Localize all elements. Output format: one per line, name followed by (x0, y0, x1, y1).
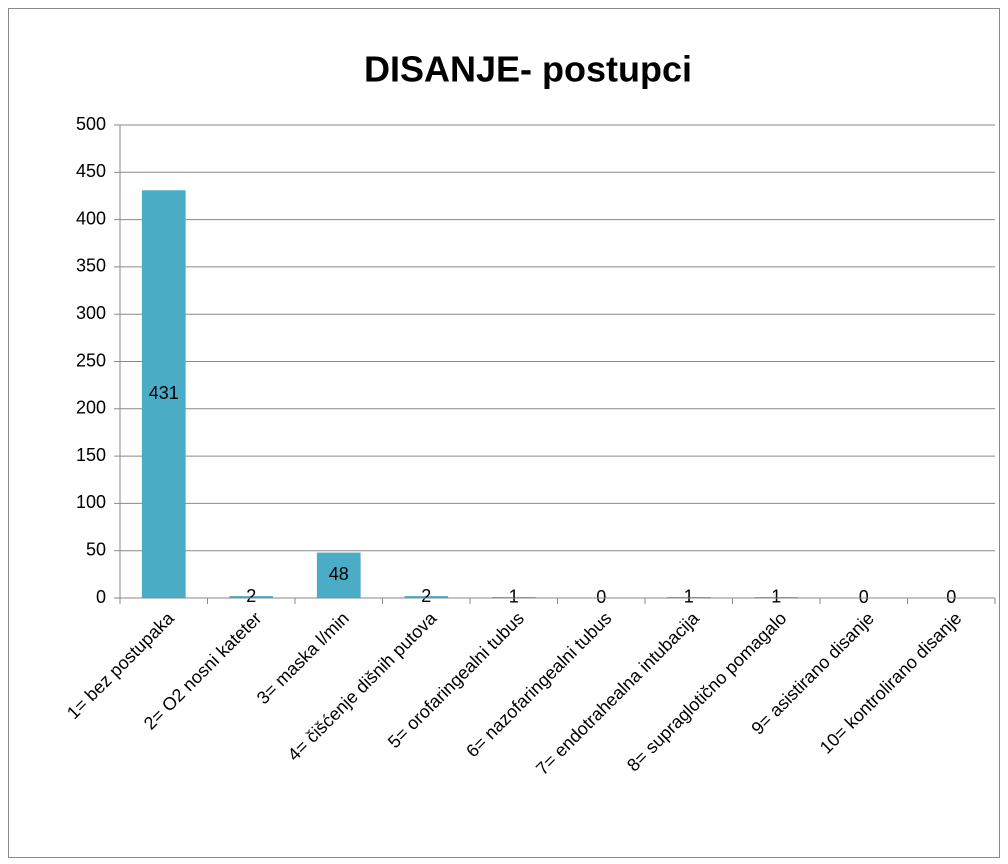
data-label: 0 (946, 587, 956, 607)
bar (316, 552, 361, 598)
y-tick-label: 100 (76, 492, 106, 512)
bar (229, 596, 274, 598)
y-tick-label: 50 (86, 539, 106, 559)
y-tick-label: 300 (76, 303, 106, 323)
y-tick-label: 200 (76, 398, 106, 418)
data-label: 0 (859, 587, 869, 607)
y-tick-label: 500 (76, 114, 106, 134)
data-label: 48 (329, 564, 349, 584)
data-label: 431 (149, 383, 179, 403)
data-label: 1 (684, 586, 694, 606)
y-tick-label: 400 (76, 208, 106, 228)
chart-title: DISANJE- postupci (364, 49, 692, 90)
y-tick-label: 450 (76, 161, 106, 181)
y-tick-label: 150 (76, 445, 106, 465)
y-tick-label: 250 (76, 350, 106, 370)
bar (141, 190, 186, 599)
data-label: 1 (509, 586, 519, 606)
data-label: 1 (771, 586, 781, 606)
y-tick-label: 0 (96, 587, 106, 607)
data-label: 2 (246, 586, 256, 606)
data-label: 2 (421, 586, 431, 606)
data-label: 0 (596, 587, 606, 607)
bar (404, 596, 449, 598)
y-tick-label: 350 (76, 256, 106, 276)
